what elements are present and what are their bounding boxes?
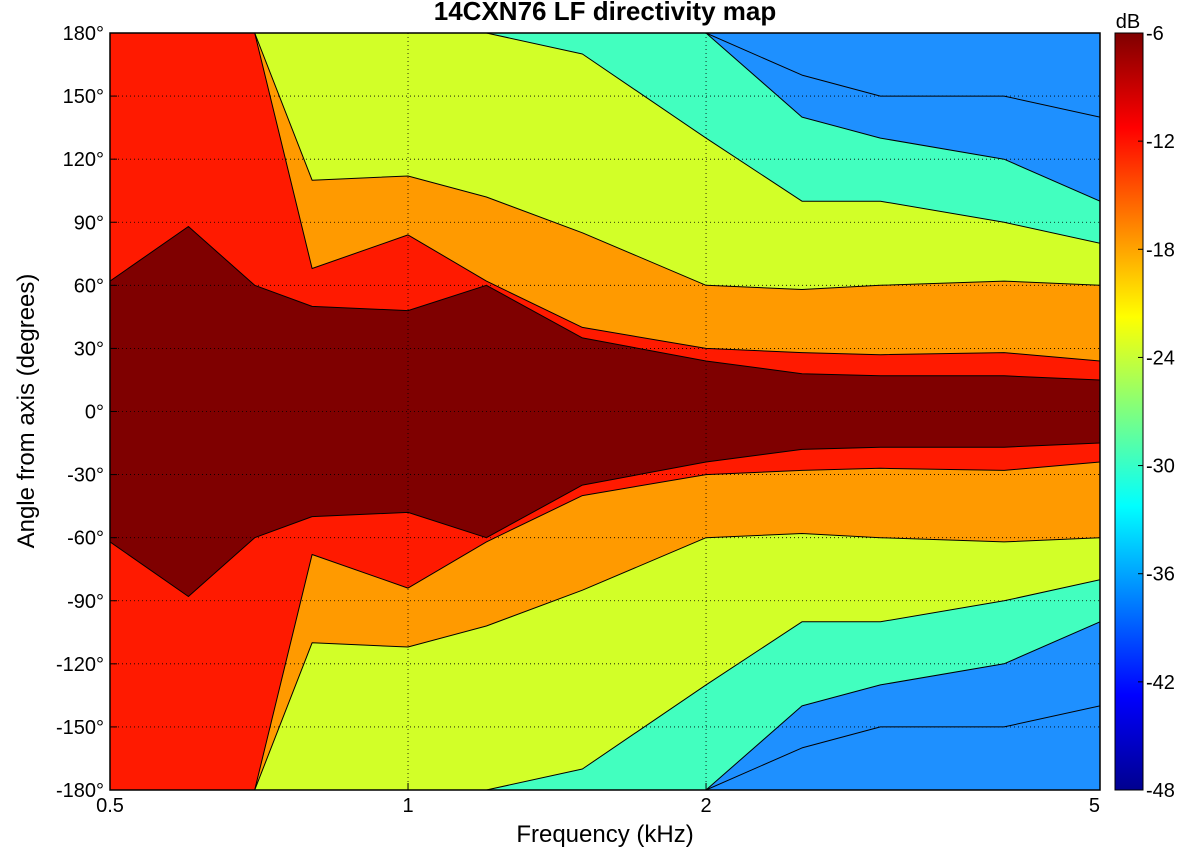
y-axis: 180° 150° 120° 90° 60° 30° 0° -30° -60° -90° -120°… <box>56 23 117 802</box>
chart-title: 14CXN76 LF directivity map <box>434 0 776 26</box>
x-axis: 0.5 1 2 5 <box>96 783 1101 817</box>
contour-bands <box>110 33 1100 790</box>
y-tick-label: -120° <box>56 654 104 676</box>
colorbar: dB -6 -12 -18 -24 -30 -36 -42 -48 <box>1114 11 1175 802</box>
colorbar-tick-label: -24 <box>1146 347 1175 369</box>
y-tick-label: 60° <box>74 275 104 297</box>
y-tick-label: 120° <box>63 149 104 171</box>
colorbar-tick-label: -36 <box>1146 564 1175 586</box>
y-tick-label: -90° <box>67 591 104 613</box>
y-tick-label: 150° <box>63 86 104 108</box>
x-axis-label: Frequency (kHz) <box>516 821 693 848</box>
colorbar-ticks: -6 -12 -18 -24 -30 -36 -42 -48 <box>1138 23 1175 802</box>
colorbar-tick-label: -12 <box>1146 131 1175 153</box>
y-tick-label: -30° <box>67 465 104 487</box>
y-tick-label: -150° <box>56 717 104 739</box>
x-tick-label: 5 <box>1089 795 1100 817</box>
contour-band-minus-6db <box>110 226 1100 597</box>
y-axis-label: Angle from axis (degrees) <box>13 274 40 549</box>
colorbar-tick-label: -48 <box>1146 780 1175 802</box>
colorbar-gradient <box>1114 32 1144 791</box>
y-tick-label: 180° <box>63 23 104 45</box>
y-tick-label: 90° <box>74 212 104 234</box>
colorbar-tick-label: -18 <box>1146 239 1175 261</box>
y-tick-label: -180° <box>56 780 104 802</box>
y-tick-label: 30° <box>74 338 104 360</box>
y-tick-label: -60° <box>67 528 104 550</box>
colorbar-tick-label: -42 <box>1146 672 1175 694</box>
colorbar-tick-label: -6 <box>1146 23 1164 45</box>
colorbar-tick-label: -30 <box>1146 456 1175 478</box>
grid-lines <box>110 33 1100 790</box>
y-tick-label: 0° <box>85 402 104 424</box>
x-tick-label: 1 <box>402 795 413 817</box>
colorbar-unit-label: dB <box>1116 11 1140 33</box>
x-tick-label: 2 <box>700 795 711 817</box>
x-tick-label: 0.5 <box>96 795 124 817</box>
